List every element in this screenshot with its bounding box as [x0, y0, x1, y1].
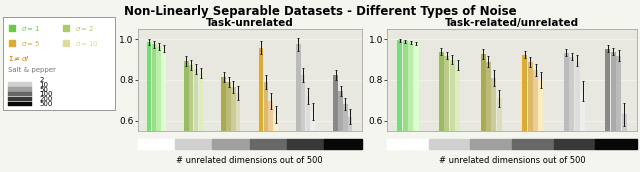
Bar: [310, 111, 315, 172]
Title: Task-unrelated: Task-unrelated: [205, 18, 294, 28]
Bar: [175, 139, 212, 149]
Bar: [497, 98, 502, 172]
Bar: [264, 82, 268, 172]
Bar: [333, 75, 338, 172]
Bar: [621, 115, 627, 172]
Bar: [259, 47, 263, 172]
Text: 2: 2: [39, 77, 44, 83]
Bar: [198, 73, 203, 172]
Text: Salt & pepper: Salt & pepper: [8, 67, 56, 73]
Bar: [156, 46, 161, 172]
Text: # unrelated dimensions out of 500: # unrelated dimensions out of 500: [438, 156, 586, 165]
Bar: [152, 45, 156, 172]
Bar: [324, 139, 362, 149]
Bar: [287, 139, 324, 149]
Bar: [538, 80, 543, 172]
Bar: [470, 139, 512, 149]
Text: 10: 10: [39, 82, 48, 88]
Bar: [580, 91, 585, 172]
Text: Non-Linearly Separable Datasets - Different Types of Noise: Non-Linearly Separable Datasets - Differ…: [124, 5, 516, 18]
Text: $\Sigma \neq \sigma I$: $\Sigma \neq \sigma I$: [8, 53, 29, 63]
Bar: [481, 54, 486, 172]
Bar: [138, 139, 175, 149]
Bar: [273, 115, 278, 172]
Bar: [413, 44, 419, 172]
Text: 200: 200: [39, 96, 52, 103]
Bar: [339, 91, 343, 172]
Bar: [184, 61, 189, 172]
Bar: [8, 78, 32, 82]
Bar: [492, 78, 497, 172]
Bar: [455, 65, 460, 172]
Bar: [189, 65, 193, 172]
Bar: [296, 45, 301, 172]
Bar: [268, 101, 273, 172]
Bar: [408, 42, 413, 172]
Title: Task-related/unrelated: Task-related/unrelated: [445, 18, 579, 28]
Bar: [161, 49, 166, 172]
Bar: [8, 87, 32, 92]
Text: $\sigma = 1$: $\sigma = 1$: [21, 24, 40, 33]
Bar: [147, 42, 151, 172]
Bar: [616, 56, 621, 172]
Bar: [512, 139, 554, 149]
Bar: [522, 55, 527, 172]
Bar: [527, 62, 532, 172]
Bar: [8, 83, 32, 87]
Bar: [8, 97, 32, 101]
Text: $\sigma = 2$: $\sigma = 2$: [75, 24, 93, 33]
Bar: [429, 139, 470, 149]
Bar: [250, 139, 287, 149]
Text: 100: 100: [39, 92, 52, 98]
Bar: [387, 139, 429, 149]
Bar: [611, 52, 616, 172]
Bar: [8, 92, 32, 96]
Bar: [575, 61, 580, 172]
Text: 50: 50: [39, 87, 48, 93]
Bar: [343, 104, 348, 172]
Bar: [450, 60, 455, 172]
Bar: [236, 93, 241, 172]
Bar: [227, 82, 231, 172]
Text: 500: 500: [39, 101, 52, 107]
Bar: [605, 49, 611, 172]
Bar: [221, 77, 226, 172]
Bar: [301, 75, 305, 172]
Bar: [231, 87, 236, 172]
Text: $\sigma = 10$: $\sigma = 10$: [75, 39, 99, 48]
Bar: [212, 139, 250, 149]
Bar: [348, 116, 353, 172]
Text: $\sigma = 5$: $\sigma = 5$: [21, 39, 40, 48]
Bar: [306, 96, 310, 172]
Y-axis label: AUTC: AUTC: [108, 68, 116, 92]
Bar: [564, 53, 569, 172]
Bar: [397, 40, 403, 172]
Bar: [444, 56, 449, 172]
Bar: [403, 41, 408, 172]
Bar: [554, 139, 595, 149]
Bar: [533, 70, 538, 172]
Bar: [194, 69, 198, 172]
Bar: [439, 52, 444, 172]
Bar: [8, 102, 32, 106]
Text: # unrelated dimensions out of 500: # unrelated dimensions out of 500: [176, 156, 323, 165]
Bar: [486, 62, 491, 172]
Bar: [569, 57, 574, 172]
Bar: [595, 139, 637, 149]
